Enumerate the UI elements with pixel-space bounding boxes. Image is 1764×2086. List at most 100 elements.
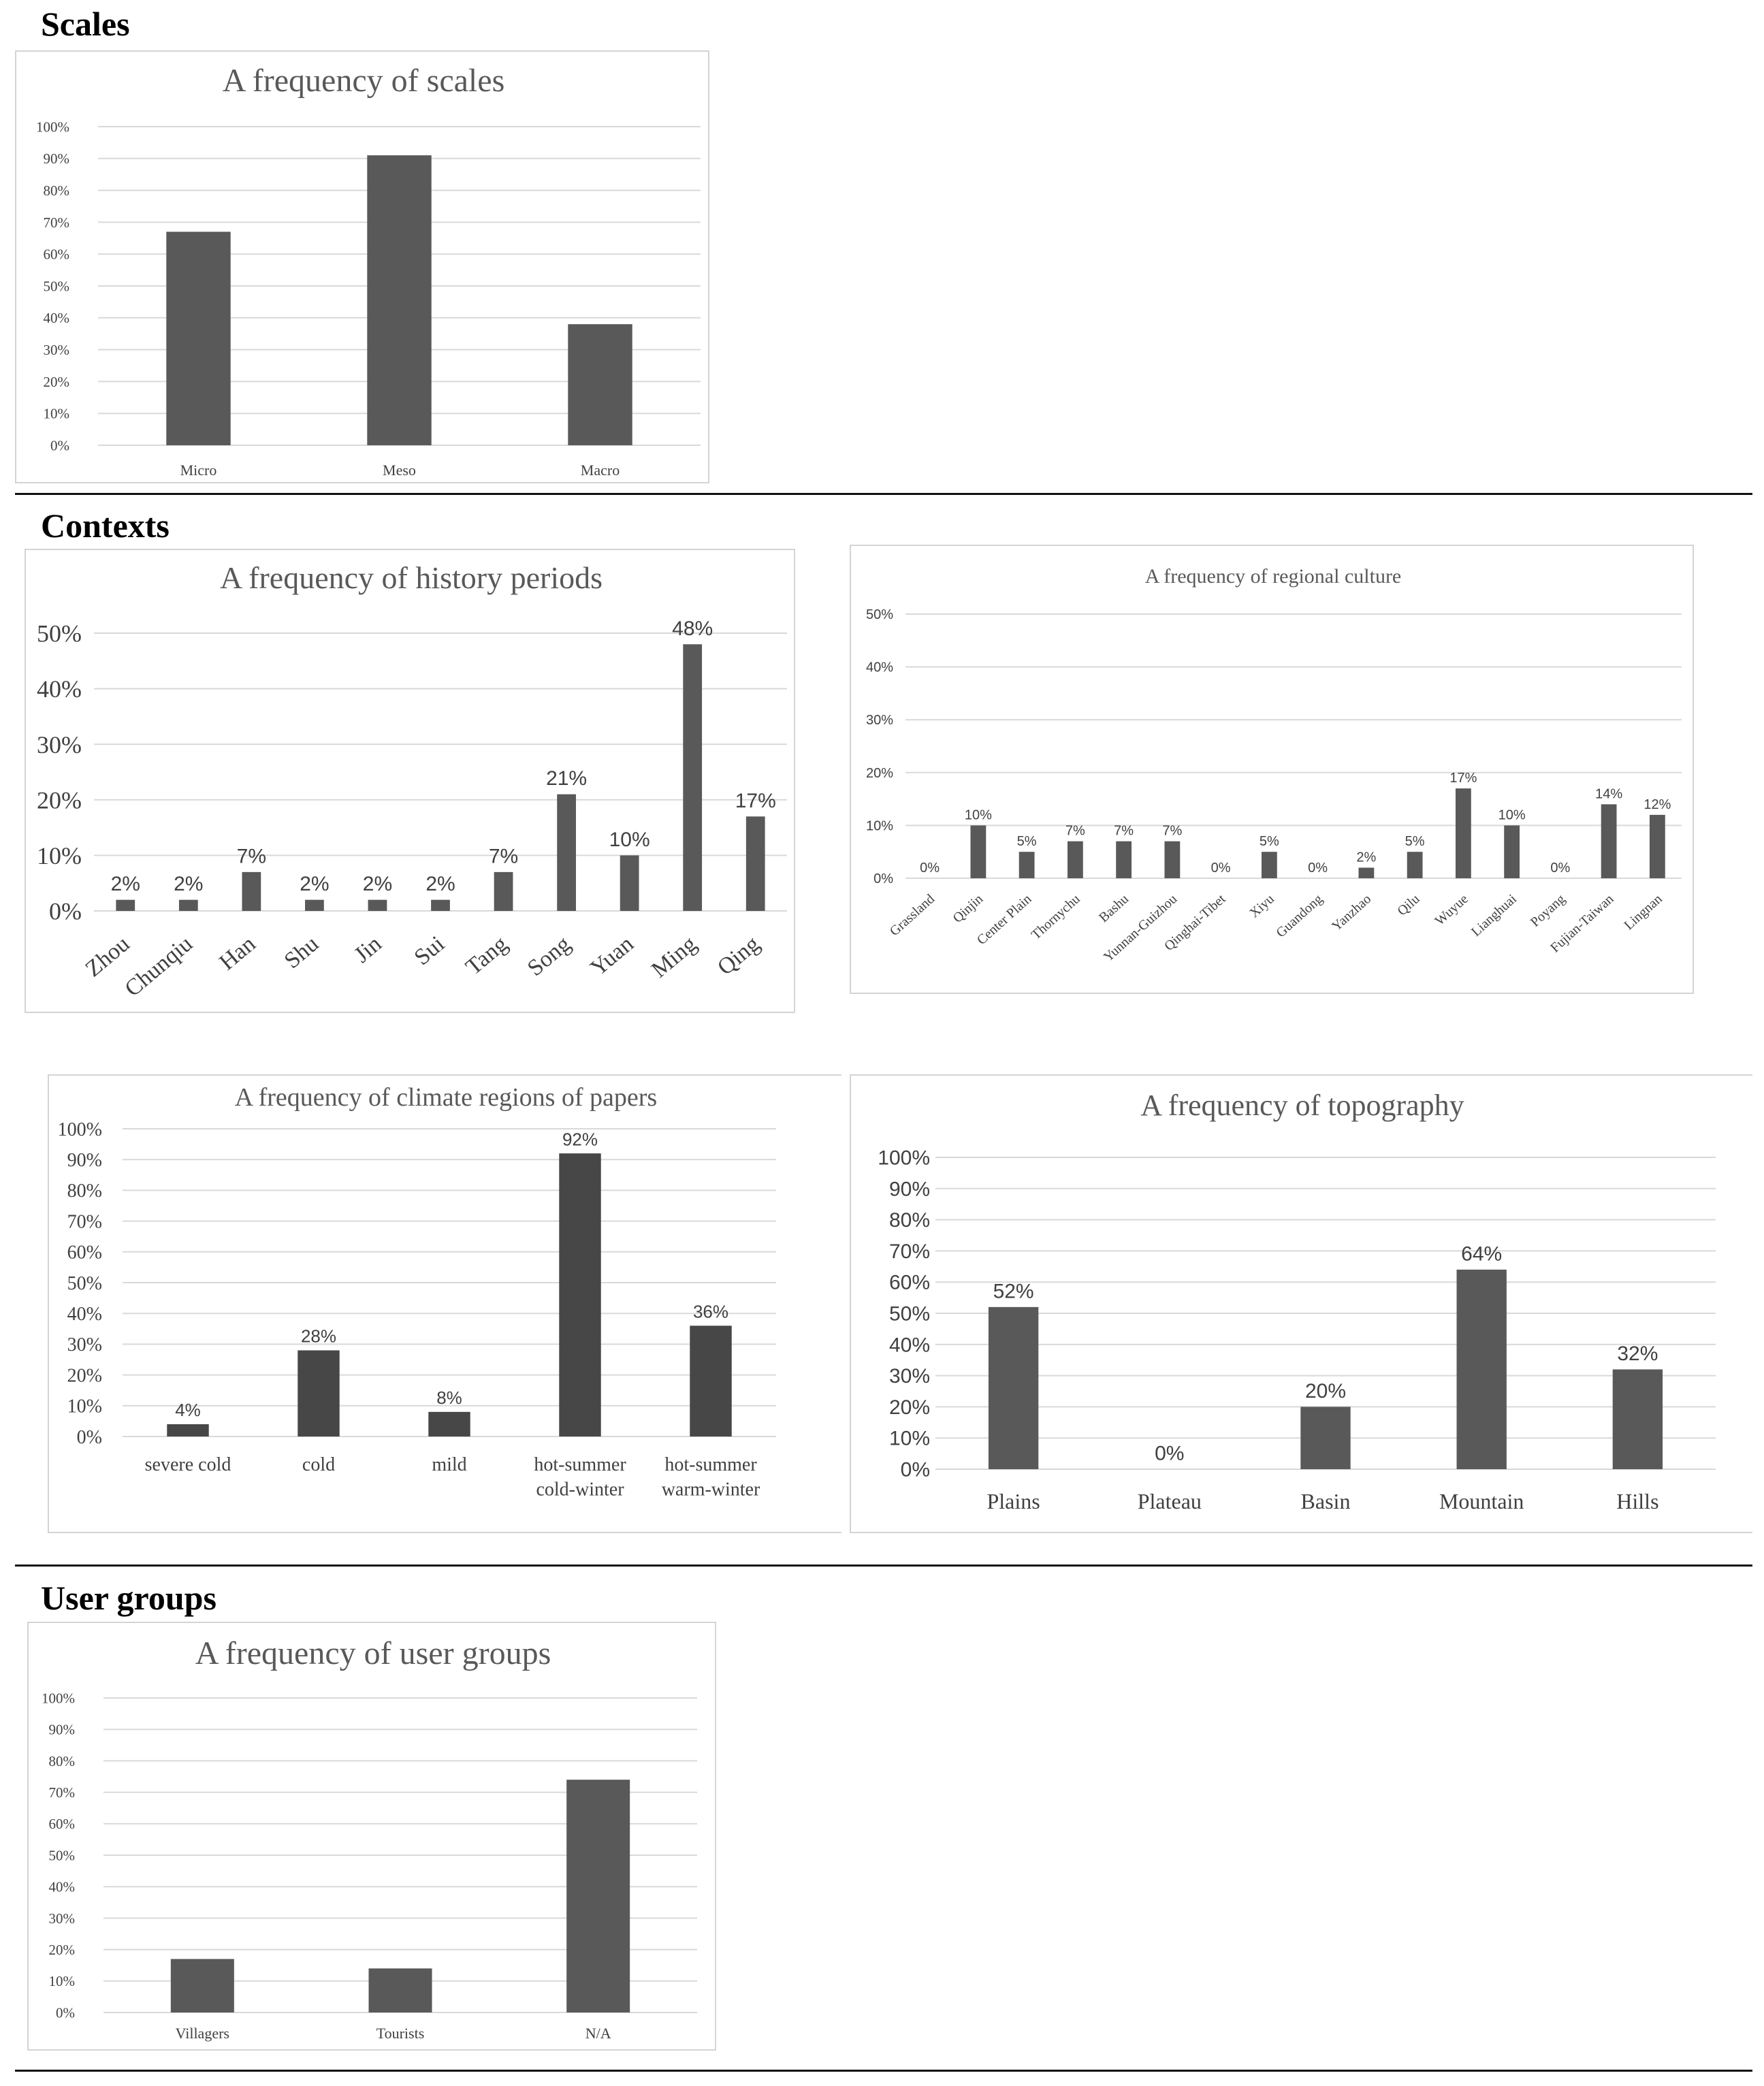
y-tick-label: 60% xyxy=(889,1272,930,1294)
x-category-label: Zhou xyxy=(81,931,135,982)
bar-thornychu xyxy=(1067,841,1083,878)
x-category-label: Ming xyxy=(647,931,701,983)
chart-panel-scales: A frequency of scales 0% 10% 20% 30% 40% 50% 60… xyxy=(15,50,709,483)
x-category-label: Villagers xyxy=(176,2025,229,2042)
y-tick-label: 0% xyxy=(873,871,893,886)
data-label: 2% xyxy=(1356,850,1376,865)
y-tick-label: 40% xyxy=(67,1304,102,1325)
bar-hot-summer-warm-winter xyxy=(690,1326,732,1437)
bar-center-plain xyxy=(1019,852,1035,878)
data-label: 36% xyxy=(693,1302,728,1322)
data-label: 0% xyxy=(1308,861,1328,876)
bar-yuan xyxy=(620,855,639,911)
x-category-label: Chunqiu xyxy=(120,931,197,1002)
x-category-label: Guandong xyxy=(1273,891,1326,940)
y-tick-label: 10% xyxy=(49,1973,76,1989)
y-tick-label: 80% xyxy=(44,182,70,199)
x-category-label: Bashu xyxy=(1096,891,1132,925)
y-tick-label: 50% xyxy=(37,620,82,647)
data-label: 2% xyxy=(300,873,329,895)
bar-shu xyxy=(305,899,324,911)
section-divider xyxy=(15,1564,1752,1567)
y-tick-label: 50% xyxy=(889,1303,930,1326)
chart-title: A frequency of history periods xyxy=(220,560,603,595)
data-label: 4% xyxy=(175,1400,201,1420)
y-tick-label: 40% xyxy=(866,660,893,675)
y-tick-label: 0% xyxy=(50,437,69,453)
bar-mountain xyxy=(1456,1269,1507,1469)
bar-qilu xyxy=(1407,852,1423,878)
y-tick-label: 100% xyxy=(42,1690,75,1706)
data-label: 2% xyxy=(363,873,392,895)
x-category-label: Poyang xyxy=(1528,891,1568,929)
y-tick-label: 10% xyxy=(866,818,893,833)
data-label: 7% xyxy=(1162,824,1182,839)
data-label: 64% xyxy=(1461,1242,1502,1265)
data-label: 48% xyxy=(672,617,713,640)
section-divider xyxy=(15,2070,1752,2072)
x-category-label: Lianghuai xyxy=(1469,891,1520,940)
y-tick-label: 80% xyxy=(889,1209,930,1232)
bar-jin xyxy=(368,899,387,911)
bar-wuyue xyxy=(1455,788,1471,878)
y-tick-label: 50% xyxy=(866,607,893,622)
data-label: 52% xyxy=(993,1280,1034,1302)
chart-svg-scales: A frequency of scales 0% 10% 20% 30% 40% 50% 60… xyxy=(36,63,701,479)
y-tick-label: 0% xyxy=(77,1427,102,1448)
x-category-label: Shu xyxy=(280,931,323,974)
bar-hot-summer-cold-winter xyxy=(559,1153,601,1437)
y-tick-label: 0% xyxy=(49,898,82,925)
y-tick-label: 40% xyxy=(889,1334,930,1356)
bar-tourists xyxy=(368,1968,432,2012)
y-tick-label: 20% xyxy=(866,766,893,781)
bar-yunnan-guizhou xyxy=(1164,841,1181,878)
chart-svg-topography: A frequency of topography 0% 10% 20% 30% 40% 5… xyxy=(878,1089,1716,1513)
x-category-label: Micro xyxy=(180,462,217,479)
bar-hills xyxy=(1612,1369,1663,1469)
data-label: 0% xyxy=(1550,861,1570,876)
y-tick-label: 30% xyxy=(866,713,893,728)
bar-xiyu xyxy=(1261,852,1277,878)
x-category-label: Meso xyxy=(383,462,416,479)
section-title-scales: Scales xyxy=(41,5,130,43)
y-tick-label: 90% xyxy=(44,150,70,167)
section-title-user-groups: User groups xyxy=(41,1579,217,1617)
data-label: 5% xyxy=(1260,834,1279,849)
y-tick-label: 30% xyxy=(44,342,70,358)
y-tick-label: 30% xyxy=(889,1365,930,1387)
data-label: 5% xyxy=(1017,834,1037,849)
x-category-label: Xiyu xyxy=(1247,891,1277,920)
data-label: 20% xyxy=(1305,1380,1346,1402)
y-tick-label: 70% xyxy=(67,1211,102,1232)
y-tick-label: 40% xyxy=(49,1879,76,1895)
bar-sui xyxy=(431,899,450,911)
y-tick-label: 50% xyxy=(44,278,70,294)
x-category-label: Thornychu xyxy=(1029,891,1083,942)
y-tick-label: 70% xyxy=(49,1784,76,1801)
x-category-label: Tang xyxy=(461,931,512,980)
chart-panel-topography: A frequency of topography 0% 10% 20% 30% 40% 5… xyxy=(850,1074,1752,1533)
data-label: 17% xyxy=(735,790,776,812)
y-tick-label: 0% xyxy=(901,1459,930,1481)
x-category-label: Qinjin xyxy=(950,891,987,926)
y-tick-label: 100% xyxy=(58,1119,102,1140)
chart-title: A frequency of regional culture xyxy=(1145,565,1402,588)
y-tick-label: 40% xyxy=(37,675,82,703)
x-category-label: Hills xyxy=(1616,1489,1658,1513)
bar-qinjin xyxy=(970,825,987,878)
data-label: 8% xyxy=(436,1387,462,1408)
data-label: 2% xyxy=(111,873,140,895)
data-label: 10% xyxy=(1498,807,1526,822)
bar-micro xyxy=(166,231,231,445)
bar-fujian-taiwan xyxy=(1601,804,1617,878)
data-label: 10% xyxy=(609,829,650,851)
data-label: 7% xyxy=(1114,824,1134,839)
bar-qing xyxy=(745,816,765,911)
chart-panel-history: A frequency of history periods 0% 10% 20% 30… xyxy=(25,549,795,1013)
y-tick-label: 20% xyxy=(37,786,82,814)
chart-panel-climate: A frequency of climate regions of papers… xyxy=(48,1074,841,1533)
y-tick-label: 20% xyxy=(44,374,70,390)
bar-meso xyxy=(367,155,432,445)
y-tick-label: 20% xyxy=(889,1396,930,1419)
x-category-label: Yanzhao xyxy=(1329,891,1374,934)
